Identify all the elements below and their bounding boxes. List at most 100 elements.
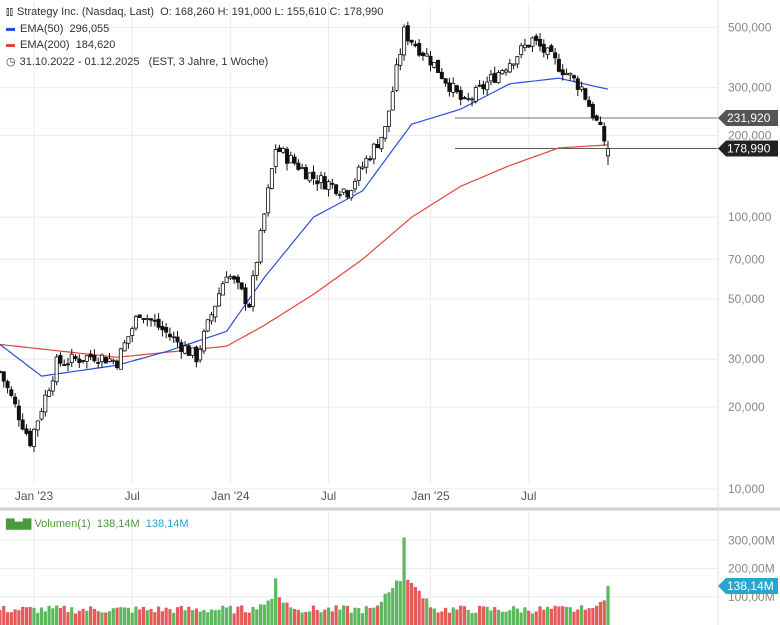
volume-bar	[383, 593, 387, 625]
candle-body	[458, 90, 463, 100]
volume-bar	[432, 608, 436, 625]
volume-bar	[36, 612, 40, 625]
volume-bar	[153, 612, 157, 625]
volume-bar	[549, 608, 553, 625]
candle-body	[288, 154, 293, 164]
candle-body	[31, 428, 36, 447]
candle-body	[326, 181, 331, 191]
candle-body	[281, 148, 286, 153]
volume-bar	[542, 609, 546, 625]
volume-bar	[398, 581, 402, 625]
candle-body	[73, 356, 78, 359]
y-tick-label: 70,000	[728, 252, 765, 266]
candle-body	[118, 348, 123, 370]
candle-body	[224, 276, 229, 284]
volume-bar	[364, 606, 368, 625]
candle-body	[522, 44, 527, 48]
volume-bar	[115, 607, 119, 625]
candle-body	[315, 180, 320, 185]
candle-body	[1, 371, 6, 382]
candle-body	[575, 78, 580, 90]
candle-body	[292, 156, 297, 164]
candle-body	[167, 333, 172, 338]
candle-body	[54, 356, 59, 383]
volume-bar	[24, 607, 29, 625]
volume-bar	[368, 607, 372, 625]
clock-icon: ◷	[6, 56, 16, 68]
candle-body	[398, 54, 403, 66]
price-tag-label: 178,990	[727, 142, 771, 156]
volume-bar	[481, 606, 485, 625]
volume-bar	[485, 606, 489, 625]
volume-bar	[319, 612, 323, 625]
volume-bar	[21, 606, 25, 625]
volume-bar	[262, 604, 266, 625]
volume-bar	[587, 608, 591, 625]
volume-bar	[190, 610, 195, 625]
candle-body	[133, 316, 138, 329]
candle-body	[530, 37, 535, 47]
volume-bar	[138, 609, 142, 625]
volume-bar	[172, 612, 176, 625]
volume-bar	[417, 590, 421, 625]
candle-body	[394, 64, 399, 91]
candle-body	[126, 336, 131, 344]
chart-title: Strategy Inc. (Nasdaq, Last)	[17, 6, 154, 18]
candle-body	[84, 355, 89, 362]
volume-bar	[213, 610, 217, 625]
candle-body	[24, 428, 29, 434]
candle-body	[145, 317, 150, 320]
ema50-swatch	[6, 27, 15, 31]
volume-bar	[326, 607, 331, 625]
candle-body	[228, 276, 233, 279]
volume-bar	[81, 608, 85, 625]
candle-body	[481, 84, 486, 90]
candle-body	[572, 75, 577, 79]
price-tag	[718, 140, 778, 157]
candle-body	[587, 99, 592, 107]
candle-body	[417, 43, 422, 56]
candlestick-icon: ⫾⫾	[6, 6, 14, 18]
volume-bar	[209, 609, 214, 625]
volume-bar	[470, 613, 474, 625]
candle-body	[99, 354, 104, 362]
volume-bar	[73, 613, 78, 625]
volume-bar	[579, 605, 584, 625]
ohlc-values: O: 168,260 H: 191,000 L: 155,610 C: 178,…	[160, 6, 384, 18]
volume-bar	[62, 605, 66, 625]
volume-bar	[311, 605, 316, 625]
candle-body	[519, 45, 524, 55]
candle-body	[5, 381, 10, 389]
candle-body	[541, 43, 546, 53]
ema200-label: EMA(200)	[20, 39, 70, 51]
volume-bar	[149, 608, 153, 625]
candle-body	[198, 348, 203, 361]
volume-bar	[107, 611, 112, 625]
volume-bar	[281, 602, 285, 625]
volume-bar	[323, 609, 327, 625]
volume-bar	[527, 610, 531, 625]
volume-bar	[406, 579, 410, 625]
ema50-path	[0, 77, 609, 377]
candle-body	[515, 56, 520, 65]
volume-bar	[255, 609, 259, 625]
x-tick-label: Jul	[521, 489, 536, 503]
volume-bar	[258, 604, 263, 625]
volume-bar	[89, 606, 93, 625]
candle-body	[443, 78, 448, 84]
volume-bar	[568, 607, 572, 625]
volume-bar	[289, 607, 293, 625]
volume-bar	[402, 537, 406, 625]
volume-bar	[58, 607, 63, 625]
volume-bar	[96, 611, 100, 625]
volume-bar	[428, 607, 433, 625]
volume-bar	[85, 610, 89, 625]
volume-tick-label: 300,00M	[728, 533, 775, 547]
price-tag-label: 231,920	[727, 111, 771, 125]
volume-bar	[187, 606, 191, 625]
volume-bar	[77, 610, 81, 625]
candle-body	[462, 97, 467, 100]
candle-body	[149, 318, 154, 321]
candle-body	[386, 110, 391, 127]
volume-bar	[28, 606, 32, 625]
